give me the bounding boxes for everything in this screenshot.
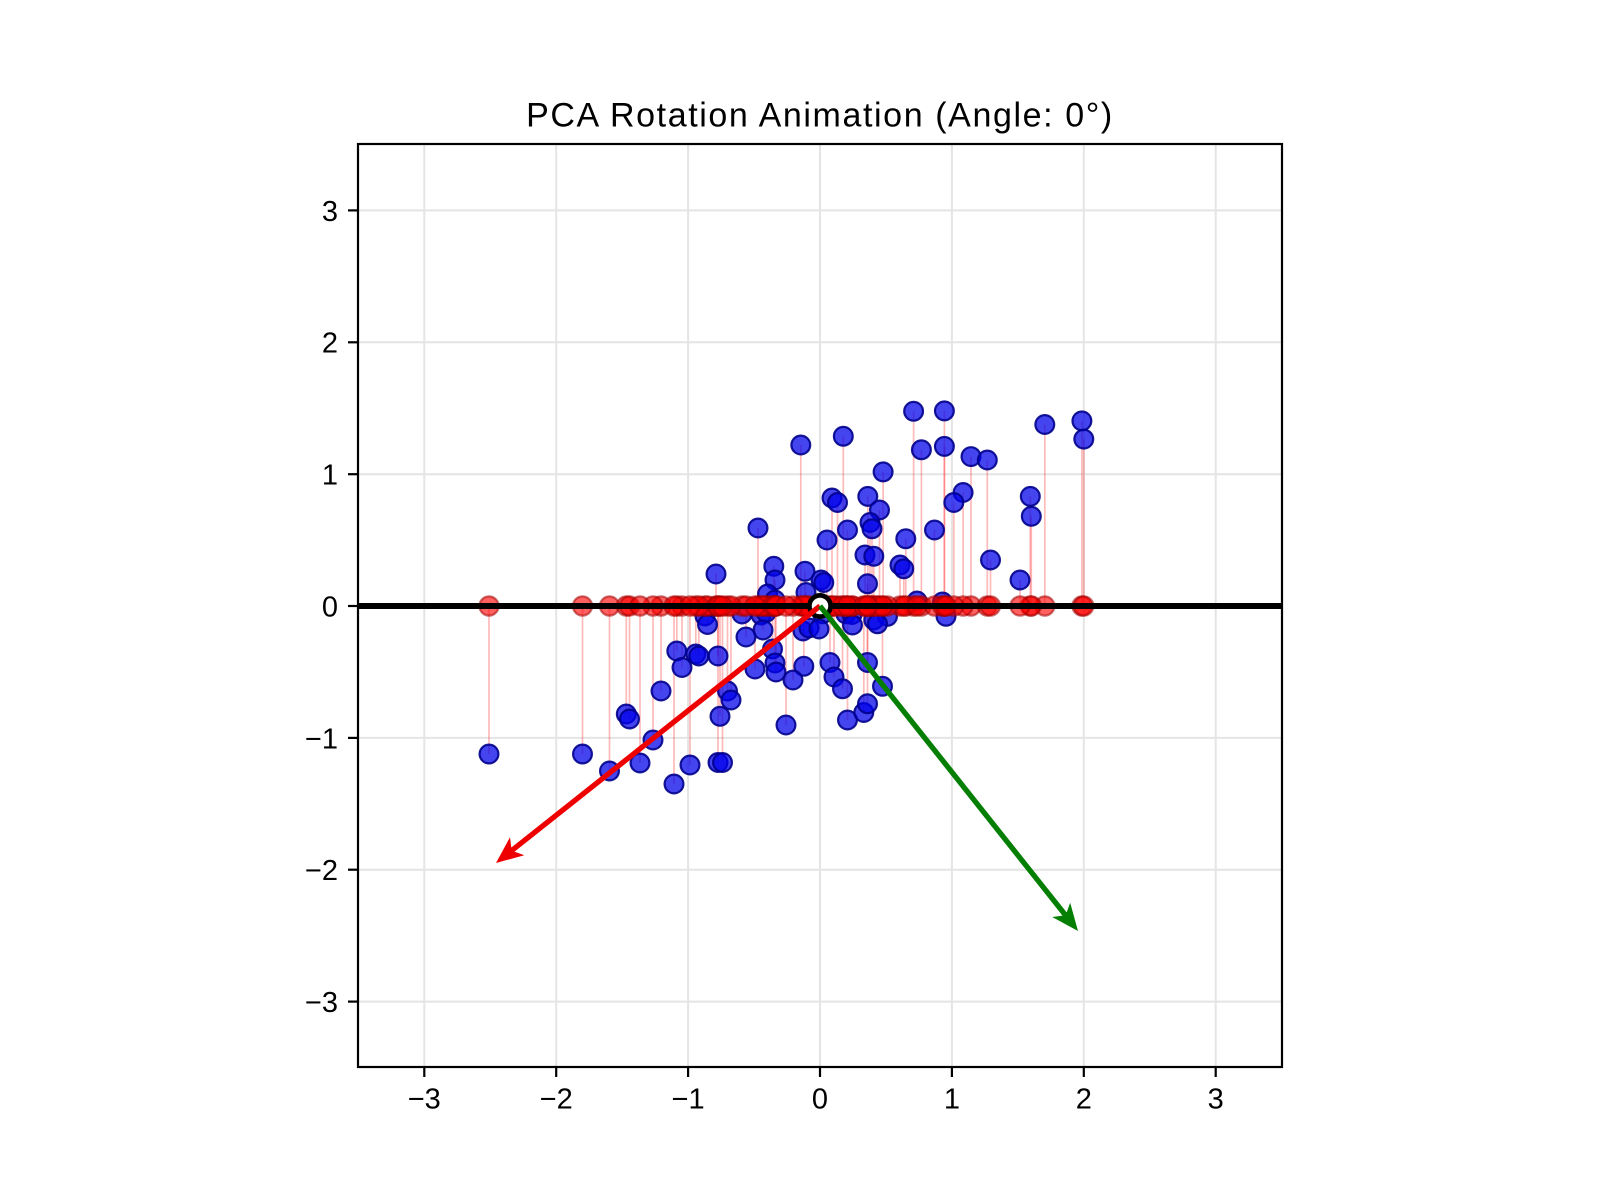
svg-text:−2: −2 xyxy=(540,1084,573,1116)
svg-text:−1: −1 xyxy=(672,1084,705,1116)
svg-text:−2: −2 xyxy=(305,855,338,887)
svg-text:−1: −1 xyxy=(305,723,338,755)
svg-text:0: 0 xyxy=(812,1084,828,1116)
svg-text:PCA Rotation Animation (Angle:: PCA Rotation Animation (Angle: 0°) xyxy=(526,97,1114,135)
svg-text:−3: −3 xyxy=(408,1084,441,1116)
svg-text:0: 0 xyxy=(322,591,338,623)
svg-text:2: 2 xyxy=(322,328,338,360)
svg-text:1: 1 xyxy=(944,1084,960,1116)
svg-text:3: 3 xyxy=(322,196,338,228)
svg-text:1: 1 xyxy=(322,460,338,492)
svg-text:−3: −3 xyxy=(305,987,338,1019)
svg-text:2: 2 xyxy=(1076,1084,1092,1116)
svg-text:3: 3 xyxy=(1208,1084,1224,1116)
